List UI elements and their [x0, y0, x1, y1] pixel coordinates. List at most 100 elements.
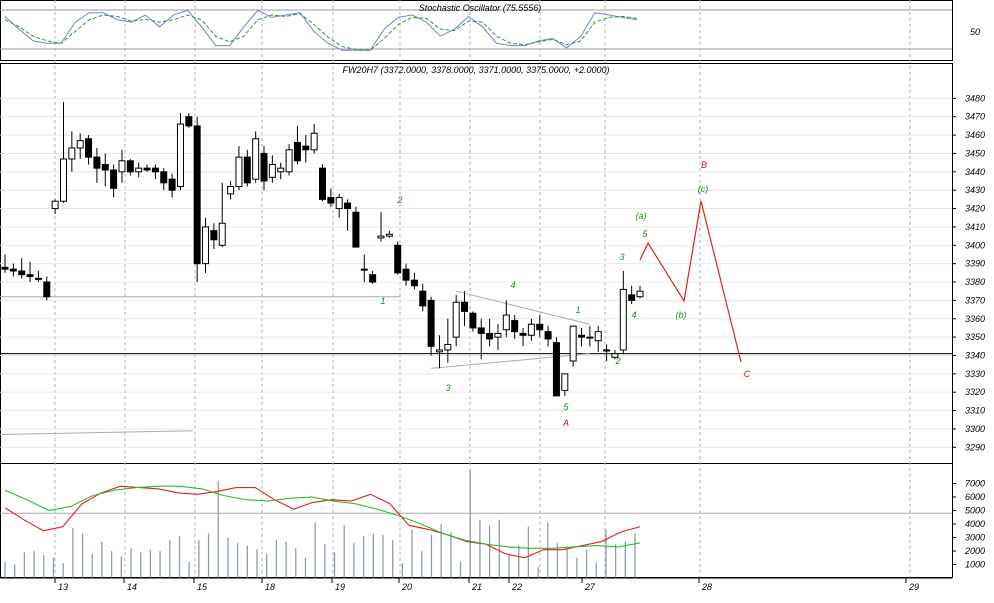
- price-tick-label: 3320: [965, 387, 985, 397]
- candle-body: [85, 138, 93, 158]
- candle-body: [611, 353, 619, 358]
- candle-body: [93, 156, 101, 169]
- wave-label: 2: [396, 195, 402, 205]
- candle-body: [561, 373, 569, 391]
- candle-body: [435, 349, 443, 353]
- candle-body: [293, 141, 301, 162]
- price-axis-ticks: 3480 3470 3460 3450 3440 3430 3420 3410 3400 3390…: [952, 93, 985, 452]
- candle-body: [628, 294, 636, 301]
- candle-body: [227, 186, 235, 195]
- candle-body: [319, 167, 326, 200]
- price-tick-label: 3430: [965, 185, 985, 195]
- candle-body: [101, 163, 109, 171]
- volume-frame: [0, 463, 953, 578]
- candle-body: [502, 314, 510, 331]
- candle-body: [235, 156, 243, 188]
- wave-label: 5: [563, 402, 569, 412]
- candle-body: [118, 160, 126, 173]
- candle-body: [344, 202, 352, 210]
- volume-series: [4, 470, 636, 578]
- candle-body: [310, 132, 318, 151]
- wave-label: 2: [614, 356, 620, 366]
- candle-body: [578, 334, 586, 338]
- volume-tick-label: 3000: [965, 533, 985, 543]
- candle-body: [494, 332, 502, 338]
- candle-body: [51, 200, 59, 210]
- candle-body: [444, 343, 452, 351]
- price-tick-label: 3360: [965, 314, 985, 324]
- candle-body: [210, 230, 218, 241]
- triangle-pattern: [431, 290, 590, 369]
- price-tick-label: 3470: [965, 112, 985, 122]
- wave-label: 5: [642, 229, 648, 239]
- candle-body: [369, 274, 377, 283]
- candle-body: [410, 279, 418, 287]
- price-tick-label: 3290: [965, 442, 985, 452]
- price-grid: [0, 97, 952, 448]
- candle-body: [143, 167, 151, 171]
- candle-body: [302, 145, 310, 151]
- wave-label: (c): [698, 184, 709, 194]
- oscillator-title: Stochastic Oscillator (75.5556): [419, 3, 542, 13]
- x-tick-label: 18: [265, 582, 275, 592]
- oscillator-frame: [0, 0, 953, 61]
- wave-labels: 2 1 3 4 1 5 A 2 3 4 5 (a) (b) (c) B C: [380, 160, 750, 428]
- volume-tick-label: 6000: [965, 492, 985, 502]
- candle-body: [260, 152, 268, 182]
- candle-body: [151, 167, 159, 173]
- candle-body: [68, 147, 76, 160]
- candle-body: [168, 178, 176, 191]
- candle-body: [277, 167, 285, 173]
- wave-label: (a): [636, 211, 647, 221]
- candle-body: [536, 323, 544, 331]
- volume-ma-fast-line: [4, 485, 641, 559]
- candle-body: [9, 268, 17, 272]
- candle-body: [327, 197, 335, 204]
- wave-label: A: [562, 418, 569, 428]
- candle-body: [569, 325, 577, 362]
- x-tick-label: 27: [584, 582, 596, 592]
- candle-body: [218, 222, 226, 246]
- candle-body: [59, 158, 67, 202]
- x-tick-label: 29: [908, 582, 919, 592]
- x-tick-label: 13: [58, 582, 68, 592]
- candle-body: [544, 331, 552, 340]
- candle-body: [552, 342, 560, 397]
- candle-body: [360, 268, 368, 271]
- x-tick-label: 15: [197, 582, 208, 592]
- candle-body: [377, 235, 385, 239]
- candle-body: [352, 211, 360, 248]
- candle-body: [603, 349, 611, 352]
- candle-body: [335, 197, 343, 210]
- candle-body: [160, 171, 168, 184]
- x-tick-label: 22: [511, 582, 522, 592]
- triangle-upper-line: [456, 290, 590, 325]
- x-axis: 13 14 15 18 19 20 21 22 27 28 29: [0, 577, 952, 592]
- candle-body: [185, 116, 193, 127]
- volume-moving-averages: [4, 485, 641, 559]
- panel-frames: [0, 0, 953, 578]
- triangle-lower-line: [431, 353, 590, 369]
- price-tick-label: 3330: [965, 369, 985, 379]
- volume-tick-label: 5000: [965, 506, 985, 516]
- candle-body: [34, 277, 42, 280]
- candle-body: [511, 320, 519, 333]
- candle-body: [486, 332, 494, 340]
- candle-body: [527, 323, 535, 336]
- price-tick-label: 3370: [965, 295, 985, 305]
- candle-body: [43, 281, 51, 298]
- wave-label: 1: [575, 305, 580, 315]
- oscillator-axis-tick: 50: [970, 27, 980, 37]
- candle-body: [193, 125, 201, 265]
- price-tick-label: 3440: [965, 167, 985, 177]
- wave-projection: [639, 200, 742, 363]
- price-tick-label: 3450: [965, 148, 985, 158]
- wave-label: C: [744, 369, 751, 379]
- price-tick-label: 3390: [965, 259, 985, 269]
- wave-label: 1: [380, 296, 385, 306]
- volume-axis-ticks: 7000 6000 5000 4000 3000 2000 1000: [0, 479, 985, 570]
- x-tick-label: 14: [127, 582, 137, 592]
- candle-body: [402, 268, 410, 281]
- price-tick-label: 3300: [965, 424, 985, 434]
